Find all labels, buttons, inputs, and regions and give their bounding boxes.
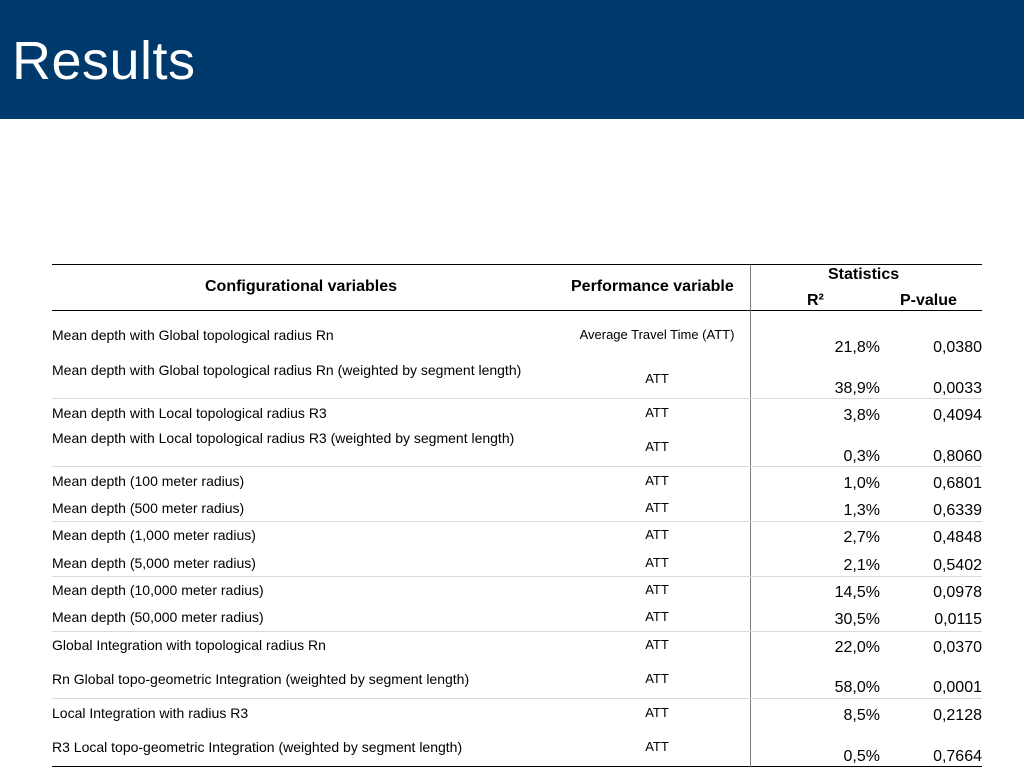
table-row-variable: Mean depth with Local topological radius… [52, 430, 515, 446]
table-row-r2: 8,5% [843, 707, 880, 724]
table-row-pvalue: 0,0978 [933, 584, 982, 601]
table-row-r2: 14,5% [834, 584, 880, 601]
table-row-r2: 2,1% [843, 557, 880, 574]
table-row-pvalue: 0,6339 [933, 502, 982, 519]
table-bottom-rule [52, 766, 982, 767]
header-bottom-rule [52, 310, 982, 311]
header-performance-variable: Performance variable [571, 278, 734, 295]
table-row-r2: 3,8% [843, 407, 880, 424]
table-row-performance: ATT [645, 582, 669, 597]
table-row-performance: ATT [645, 500, 669, 515]
table-row-variable: Mean depth (50,000 meter radius) [52, 609, 264, 625]
table-row-r2: 1,3% [843, 502, 880, 519]
header-p-value: P-value [900, 292, 957, 309]
row-separator [52, 398, 982, 399]
table-row-r2: 0,3% [843, 448, 880, 465]
table-row-pvalue: 0,8060 [933, 448, 982, 465]
table-row-pvalue: 0,0370 [933, 639, 982, 656]
table-row-pvalue: 0,0001 [933, 679, 982, 696]
header-statistics: Statistics [828, 266, 900, 283]
table-row-performance: ATT [645, 637, 669, 652]
table-row-r2: 0,5% [843, 748, 880, 765]
row-separator [52, 698, 982, 699]
table-row-r2: 30,5% [834, 611, 880, 628]
table-row-variable: Mean depth (10,000 meter radius) [52, 582, 264, 598]
slide-title: Results [12, 31, 196, 91]
table-row-variable: R3 Local topo-geometric Integration (wei… [52, 739, 463, 755]
header-r-squared: R² [807, 292, 824, 309]
table-row-pvalue: 0,4094 [933, 407, 982, 424]
slide-header: Results [0, 0, 1024, 119]
table-row-pvalue: 0,5402 [933, 557, 982, 574]
table-row-r2: 1,0% [843, 475, 880, 492]
row-separator [52, 466, 982, 467]
header-configurational-variables: Configurational variables [205, 278, 398, 295]
table-row-r2: 21,8% [834, 339, 880, 356]
table-row-performance: Average Travel Time (ATT) [579, 327, 735, 342]
table-row-performance: ATT [645, 371, 669, 386]
table-row-variable: Mean depth with Global topological radiu… [52, 327, 334, 343]
table-row-variable: Mean depth (5,000 meter radius) [52, 555, 256, 571]
table-row-performance: ATT [645, 527, 669, 542]
table-row-r2: 58,0% [834, 679, 880, 696]
table-row-performance: ATT [645, 609, 669, 624]
table-row-pvalue: 0,7664 [933, 748, 982, 765]
row-separator [52, 521, 982, 522]
table-row-performance: ATT [645, 439, 669, 454]
table-row-variable: Rn Global topo-geometric Integration (we… [52, 671, 470, 687]
table-row-pvalue: 0,0115 [934, 611, 982, 628]
table-row-performance: ATT [645, 671, 669, 686]
table-row-variable: Mean depth with Local topological radius… [52, 405, 327, 421]
table-row-r2: 22,0% [834, 639, 880, 656]
table-row-performance: ATT [645, 473, 669, 488]
table-row-performance: ATT [645, 405, 669, 420]
table-row-variable: Mean depth (1,000 meter radius) [52, 527, 256, 543]
statistics-divider [750, 264, 751, 767]
table-row-variable: Mean depth with Global topological radiu… [52, 362, 522, 378]
statistics-top-rule [750, 264, 982, 265]
table-row-pvalue: 0,2128 [933, 707, 982, 724]
row-separator [52, 631, 982, 632]
row-separator [52, 576, 982, 577]
table-row-variable: Mean depth (500 meter radius) [52, 500, 245, 516]
table-row-performance: ATT [645, 739, 669, 754]
table-row-r2: 38,9% [834, 380, 880, 397]
table-top-rule [52, 264, 982, 265]
table-row-pvalue: 0,0033 [933, 380, 982, 397]
table-row-pvalue: 0,6801 [933, 475, 982, 492]
table-row-variable: Mean depth (100 meter radius) [52, 473, 245, 489]
table-row-performance: ATT [645, 705, 669, 720]
table-row-variable: Local Integration with radius R3 [52, 705, 249, 721]
table-row-r2: 2,7% [843, 529, 880, 546]
table-row-variable: Global Integration with topological radi… [52, 637, 326, 653]
table-row-pvalue: 0,0380 [933, 339, 982, 356]
table-row-performance: ATT [645, 555, 669, 570]
results-table: Configurational variables Performance va… [52, 264, 982, 768]
table-row-pvalue: 0,4848 [933, 529, 982, 546]
